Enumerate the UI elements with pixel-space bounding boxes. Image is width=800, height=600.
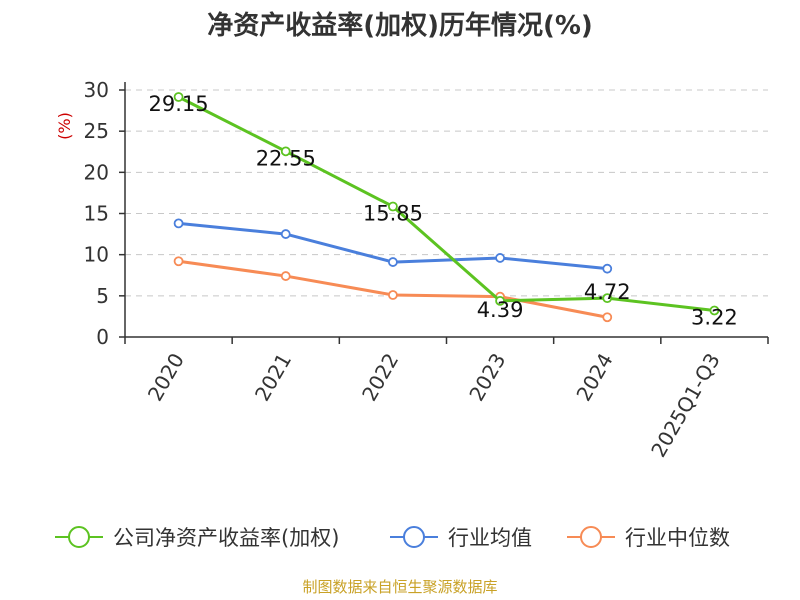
data-point-industry_avg[interactable]	[280, 229, 291, 239]
y-tick-label: 15	[84, 202, 109, 226]
data-point-industry_avg[interactable]	[388, 257, 398, 267]
data-label: 22.55	[256, 146, 316, 170]
legend-label: 公司净资产收益率(加权)	[113, 526, 339, 550]
data-point-company[interactable]	[602, 293, 613, 304]
data-point-company[interactable]	[495, 295, 505, 306]
legend-label: 行业均值	[448, 526, 532, 550]
x-tick-label: 2025Q1-Q3	[646, 349, 725, 461]
y-tick-label: 30	[84, 78, 109, 102]
legend[interactable]: 公司净资产收益率(加权) 行业均值 行业中位数	[55, 526, 730, 550]
x-tick-label: 2023	[464, 349, 510, 405]
data-point-industry_avg[interactable]	[173, 218, 184, 229]
data-point-industry_median[interactable]	[173, 256, 184, 267]
data-label: 4.39	[477, 298, 524, 322]
legend-item-industry_avg[interactable]: 行业均值	[390, 526, 532, 550]
y-tick-label: 25	[84, 119, 109, 143]
source-note: 制图数据来自恒生聚源数据库	[302, 578, 497, 596]
x-tick-label: 2024	[571, 349, 617, 405]
data-point-industry_median[interactable]	[602, 312, 613, 323]
data-point-company[interactable]	[173, 92, 184, 102]
data-point-company[interactable]	[280, 146, 291, 157]
data-label: 15.85	[363, 202, 423, 226]
data-point-industry_avg[interactable]	[602, 263, 613, 274]
data-label: 4.72	[584, 280, 631, 304]
data-point-industry_median[interactable]	[280, 271, 291, 281]
legend-item-company[interactable]: 公司净资产收益率(加权)	[55, 526, 339, 550]
data-point-industry_avg[interactable]	[495, 253, 505, 263]
series-line-industry_median	[178, 259, 608, 319]
legend-marker-icon	[580, 526, 602, 548]
y-axis-label: (%)	[55, 112, 74, 140]
legend-marker-icon	[68, 526, 90, 548]
legend-label: 行业中位数	[625, 526, 730, 550]
grid-lines	[125, 89, 768, 297]
data-point-company[interactable]	[388, 201, 398, 212]
axes: 0 5 10 15 20 25 30 2020 2021 2022 2023 2024 2025Q1-Q…	[84, 78, 769, 461]
legend-marker-icon	[403, 526, 425, 548]
x-tick-label: 2021	[250, 349, 296, 405]
x-tick-label: 2020	[143, 349, 189, 405]
x-tick-label: 2022	[357, 349, 403, 405]
y-tick-label: 20	[84, 160, 109, 184]
y-tick-label: 5	[96, 284, 109, 308]
data-label: 29.15	[149, 92, 209, 116]
chart-title: 净资产收益率(加权)历年情况(%)	[207, 10, 593, 41]
data-point-company[interactable]	[709, 305, 720, 316]
data-labels: 29.15 22.55 15.85 4.39 4.72 3.22	[149, 92, 738, 329]
y-tick-label: 0	[96, 325, 109, 349]
data-point-industry_median[interactable]	[388, 290, 398, 300]
series-line-company	[177, 95, 715, 312]
y-tick-label: 10	[84, 243, 109, 267]
legend-item-industry_median[interactable]: 行业中位数	[567, 526, 730, 550]
data-label: 3.22	[691, 305, 738, 329]
series-group	[173, 92, 720, 323]
